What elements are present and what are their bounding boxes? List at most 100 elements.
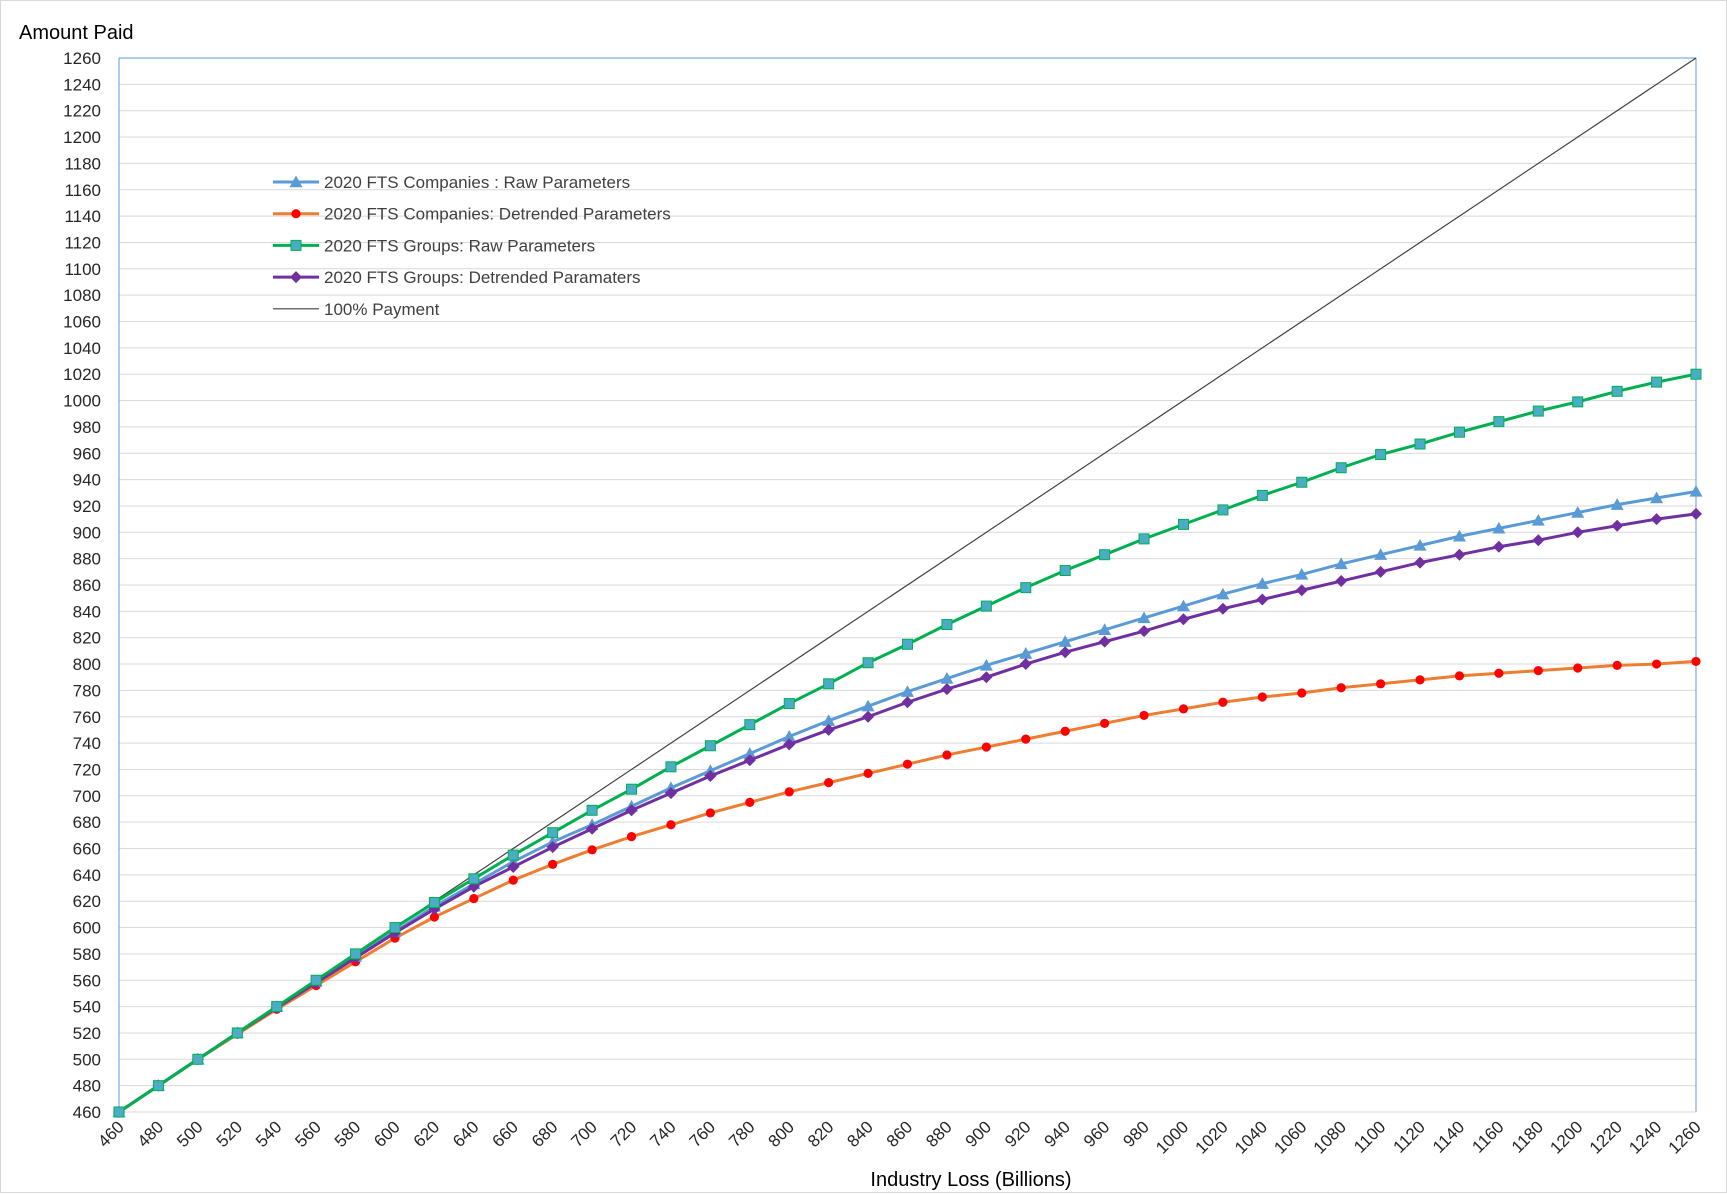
- data-point: [1021, 735, 1030, 744]
- legend-marker: [291, 240, 301, 250]
- data-point: [272, 1002, 282, 1012]
- x-tick-label: 1120: [1390, 1117, 1429, 1156]
- x-tick-label: 1140: [1429, 1117, 1468, 1156]
- data-point: [1652, 659, 1661, 668]
- x-tick-label: 640: [449, 1117, 482, 1150]
- y-tick-label: 840: [73, 602, 101, 621]
- legend-item: 2020 FTS Companies: Detrended Parameters: [273, 205, 671, 224]
- y-tick-label: 1060: [63, 313, 101, 332]
- y-tick-label: 1200: [63, 128, 101, 147]
- y-tick-label: 500: [73, 1050, 101, 1069]
- y-tick-label: 1100: [64, 260, 101, 279]
- data-point: [1296, 584, 1308, 596]
- y-tick-label: 940: [73, 471, 101, 490]
- legend-item: 2020 FTS Companies : Raw Parameters: [273, 173, 630, 192]
- data-point: [1494, 669, 1503, 678]
- series-1: [114, 657, 1700, 1117]
- data-point: [1020, 658, 1032, 670]
- y-axis-title: Amount Paid: [19, 22, 134, 44]
- legend-label: 2020 FTS Companies : Raw Parameters: [324, 173, 630, 192]
- x-tick-label: 1080: [1310, 1117, 1350, 1157]
- data-point: [627, 832, 636, 841]
- data-point: [153, 1081, 163, 1091]
- data-point: [1573, 663, 1582, 672]
- x-tick-label: 480: [134, 1117, 167, 1150]
- data-point: [587, 805, 597, 815]
- data-point: [469, 894, 478, 903]
- data-point: [1375, 566, 1387, 578]
- data-point: [706, 808, 715, 817]
- x-tick-label: 1200: [1546, 1117, 1586, 1157]
- data-point: [1533, 406, 1543, 416]
- data-point: [1376, 450, 1386, 460]
- y-tick-label: 480: [73, 1077, 101, 1096]
- x-tick-label: 500: [173, 1117, 206, 1150]
- y-tick-label: 1080: [63, 286, 101, 305]
- data-point: [981, 601, 991, 611]
- x-tick-label: 740: [646, 1117, 679, 1150]
- x-tick-label: 680: [528, 1117, 561, 1150]
- y-tick-label: 760: [73, 708, 101, 727]
- data-point: [232, 1028, 242, 1038]
- data-point: [1415, 439, 1425, 449]
- data-point: [1138, 625, 1150, 637]
- data-point: [1337, 683, 1346, 692]
- data-point: [469, 874, 479, 884]
- data-point: [1256, 593, 1268, 605]
- x-tick-label: 1020: [1192, 1117, 1232, 1157]
- data-point: [1336, 463, 1346, 473]
- data-point: [1532, 534, 1544, 546]
- y-tick-label: 660: [73, 840, 101, 859]
- x-tick-label: 800: [765, 1117, 798, 1150]
- data-point: [824, 778, 833, 787]
- y-tick-label: 1180: [64, 154, 101, 173]
- series-0: [113, 485, 1703, 1117]
- data-point: [862, 711, 874, 723]
- series-line: [119, 514, 1696, 1112]
- x-tick-label: 560: [291, 1117, 324, 1150]
- data-point: [745, 720, 755, 730]
- data-point: [863, 769, 872, 778]
- data-point: [705, 741, 715, 751]
- y-tick-label: 1020: [63, 365, 101, 384]
- x-tick-label: 1060: [1270, 1117, 1310, 1157]
- y-tick-label: 880: [73, 550, 101, 569]
- y-tick-label: 1040: [63, 339, 101, 358]
- legend-label: 2020 FTS Companies: Detrended Parameters: [324, 205, 671, 224]
- data-point: [1021, 583, 1031, 593]
- y-tick-label: 580: [73, 945, 101, 964]
- x-tick-label: 660: [489, 1117, 522, 1150]
- x-tick-label: 840: [843, 1117, 876, 1150]
- x-tick-label: 1260: [1665, 1117, 1705, 1157]
- y-tick-label: 920: [73, 497, 101, 516]
- legend: 2020 FTS Companies : Raw Parameters 2020 …: [273, 173, 671, 319]
- x-tick-label: 1000: [1152, 1117, 1192, 1157]
- y-tick-label: 600: [73, 919, 101, 938]
- data-point: [586, 823, 598, 835]
- data-point: [1613, 661, 1622, 670]
- y-tick-label: 820: [73, 629, 101, 648]
- x-tick-label: 940: [1041, 1117, 1074, 1150]
- x-tick-label: 880: [922, 1117, 955, 1150]
- data-point: [626, 804, 638, 816]
- y-tick-label: 900: [73, 523, 101, 542]
- x-tick-label: 760: [686, 1117, 719, 1150]
- data-point: [548, 860, 557, 869]
- data-point: [1100, 550, 1110, 560]
- data-point: [1100, 719, 1109, 728]
- legend-item: 2020 FTS Groups: Detrended Paramaters: [273, 268, 641, 287]
- y-tick-label: 1140: [64, 207, 101, 226]
- x-tick-label: 900: [962, 1117, 995, 1150]
- x-tick-label: 600: [370, 1117, 403, 1150]
- data-point: [1179, 704, 1188, 713]
- data-point: [1060, 566, 1070, 576]
- x-tick-label: 460: [94, 1117, 127, 1150]
- legend-marker: [291, 209, 300, 218]
- data-point: [1139, 534, 1149, 544]
- y-tick-label: 960: [73, 444, 101, 463]
- data-point: [1494, 417, 1504, 427]
- x-tick-label: 860: [883, 1117, 916, 1150]
- data-point: [1061, 727, 1070, 736]
